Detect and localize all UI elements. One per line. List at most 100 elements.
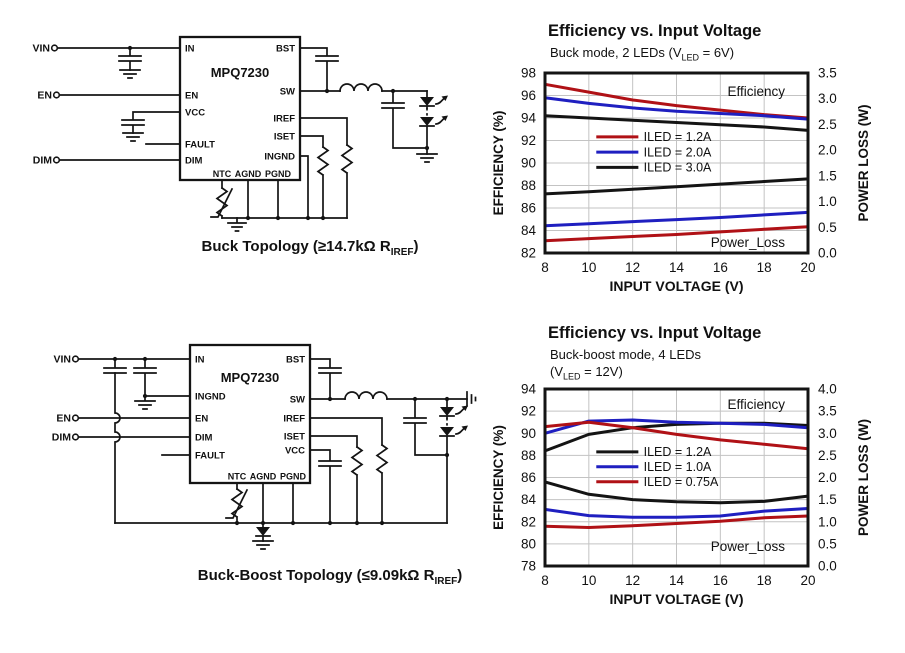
pin-agnd: AGND [235,169,262,179]
subtitle-text: = 6V) [699,45,735,60]
chart-buck-boost-efficiency: Efficiency vs. Input Voltage Buck-boost … [490,320,905,640]
svg-text:78: 78 [521,559,536,574]
svg-text:20: 20 [800,260,815,275]
series-power-loss-iled-1.2a [543,480,810,505]
ground-icon [122,132,144,142]
en-label: EN [37,90,52,102]
pin-in: IN [195,355,205,366]
series-power-loss-iled-1.0a [543,507,810,519]
annotation-efficiency: Efficiency [727,84,785,99]
pin-iref: IREF [283,414,305,425]
svg-text:3.5: 3.5 [818,66,837,81]
vin-terminal [50,44,59,52]
vin-label: VIN [32,43,50,55]
legend-label: ILED = 1.0A [644,460,712,474]
pin-ingnd: INGND [195,392,226,403]
ntc-strike [210,187,234,218]
series-efficiency-iled-3.0a [543,114,810,132]
caption-subscript: IREF [390,247,414,258]
svg-text:12: 12 [625,260,640,275]
svg-text:18: 18 [757,573,772,588]
iset-resistor [316,145,330,219]
svg-text:20: 20 [800,573,815,588]
svg-text:8: 8 [541,573,549,588]
svg-text:12: 12 [625,573,640,588]
pin-fault: FAULT [195,451,225,462]
legend-label: ILED = 1.2A [644,130,712,144]
chart-subtitle: Buck mode, 2 LEDs (VLED = 6V) [550,45,734,63]
buck-boost-topology-schematic: MPQ7230 VIN EN DIM IN INGND EN DIM FAULT… [52,343,477,550]
subtitle-text: Buck-boost mode, 4 LEDs [550,347,702,362]
dim-terminal [52,156,61,164]
legend-label: ILED = 2.0A [644,145,712,159]
ground-icon [416,153,438,163]
iref-resistor [340,143,354,219]
svg-text:3.5: 3.5 [818,404,837,419]
pin-vcc: VCC [285,446,305,457]
svg-text:10: 10 [581,260,596,275]
svg-text:0.5: 0.5 [818,220,837,235]
en-terminal [71,414,80,422]
svg-text:90: 90 [521,156,536,171]
en-terminal [52,91,61,99]
svg-text:2.0: 2.0 [818,470,837,485]
caption-subscript: IREF [434,576,458,587]
buck-topology-schematic: MPQ7230 VIN EN DIM IN EN VCC FAULT DIM B… [32,35,448,232]
pin-dim: DIM [185,156,203,167]
svg-text:98: 98 [521,66,536,81]
input-capacitor-2 [133,358,191,397]
svg-text:94: 94 [521,382,537,397]
legend-label: ILED = 3.0A [644,161,712,175]
svg-text:8: 8 [541,260,549,275]
annotation-power-loss: Power_Loss [711,539,786,554]
svg-text:1.5: 1.5 [818,492,837,507]
buck-topology-caption: Buck Topology (≥14.7kΩ RIREF) [95,238,525,258]
svg-text:86: 86 [521,201,536,216]
series-power-loss-iled-1.2a [543,225,810,243]
svg-text:14: 14 [669,260,685,275]
y-axis-title-right: POWER LOSS (W) [856,419,871,536]
svg-text:3.0: 3.0 [818,426,837,441]
plot-frame [543,387,810,568]
buck-junction-dots [127,45,430,221]
termination-icon [466,391,477,407]
svg-text:1.0: 1.0 [818,194,837,209]
bst-capacitor [299,47,339,92]
series-efficiency-iled-0.75a [543,420,810,451]
subtitle-subscript: LED [681,52,700,63]
diode-icon [256,527,270,536]
y-axis-title-right: POWER LOSS (W) [856,105,871,222]
chart-title: Efficiency vs. Input Voltage [548,22,762,40]
buck-boost-junction-dots [112,356,450,526]
tick-labels: 8 10 12 14 16 18 20 78 80 82 84 86 88 90 92 94 0.0 0.5 1.0… [521,382,837,589]
buck-boost-labels: VIN EN DIM IN INGND EN DIM FAULT BST SW … [52,354,307,482]
led-icon [440,407,454,416]
led-light-arrow [435,96,447,125]
buck-led-string [420,95,448,126]
ic-name: MPQ7230 [221,370,280,385]
x-axis-title: INPUT VOLTAGE (V) [609,278,743,294]
ntc-strike [225,488,249,519]
svg-text:90: 90 [521,426,536,441]
plot-frame [543,71,810,255]
svg-text:2.5: 2.5 [818,448,837,463]
pin-bst: BST [276,44,295,55]
svg-text:16: 16 [713,573,728,588]
svg-text:92: 92 [521,133,536,148]
svg-text:92: 92 [521,404,536,419]
ic-body [188,343,312,485]
output-capacitor [381,90,428,149]
tick-labels: 8 10 12 14 16 18 20 82 84 86 88 90 92 94 96 98 0.0 0.5 1.0… [521,66,837,276]
arrowhead-icon [461,425,468,431]
pin-ingnd: INGND [264,152,295,163]
input-capacitor [103,358,127,374]
pin-pgnd: PGND [265,169,292,179]
output-capacitor [403,398,448,456]
svg-text:94: 94 [521,111,537,126]
caption-text: ) [457,567,463,584]
legend-label: ILED = 0.75A [644,475,719,489]
svg-text:0.0: 0.0 [818,559,837,574]
